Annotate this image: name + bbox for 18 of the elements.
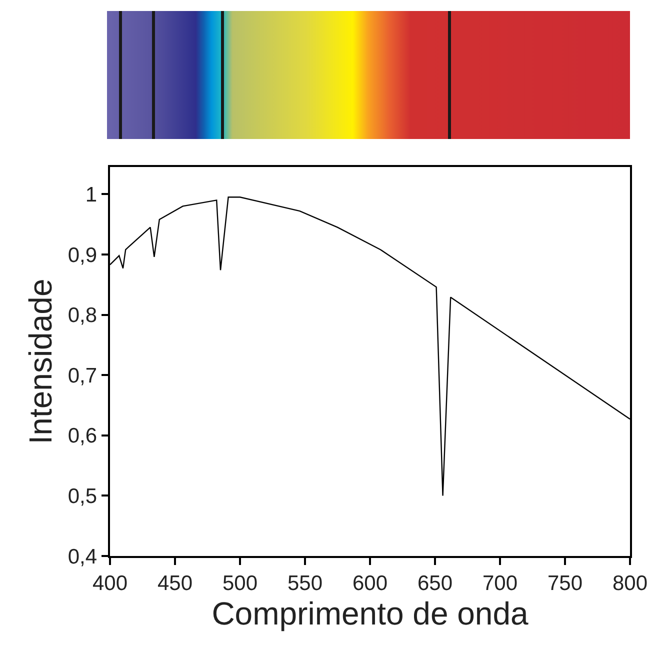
y-tick-label: 0,7 bbox=[68, 364, 98, 388]
y-tick-label: 0,9 bbox=[68, 244, 98, 267]
y-tick-label: 0,4 bbox=[68, 545, 98, 568]
x-axis-title: Comprimento de onda bbox=[212, 595, 529, 632]
x-tick-label: 450 bbox=[157, 572, 193, 595]
x-tick-label: 700 bbox=[482, 572, 518, 595]
y-tick-label: 0,8 bbox=[68, 304, 98, 328]
x-tick-label: 800 bbox=[612, 572, 648, 595]
y-tick-label: 1 bbox=[85, 183, 98, 206]
y-axis-title: Intensidade bbox=[22, 278, 59, 444]
x-tick-label: 600 bbox=[352, 572, 388, 595]
y-tick-label: 0,6 bbox=[68, 424, 98, 448]
x-tick-label: 750 bbox=[547, 572, 583, 595]
x-tick-label: 550 bbox=[287, 572, 323, 595]
x-tick-label: 400 bbox=[92, 572, 128, 595]
x-tick-label: 650 bbox=[417, 572, 453, 595]
y-tick-label: 0,5 bbox=[68, 485, 98, 508]
x-tick-label: 500 bbox=[222, 572, 258, 595]
